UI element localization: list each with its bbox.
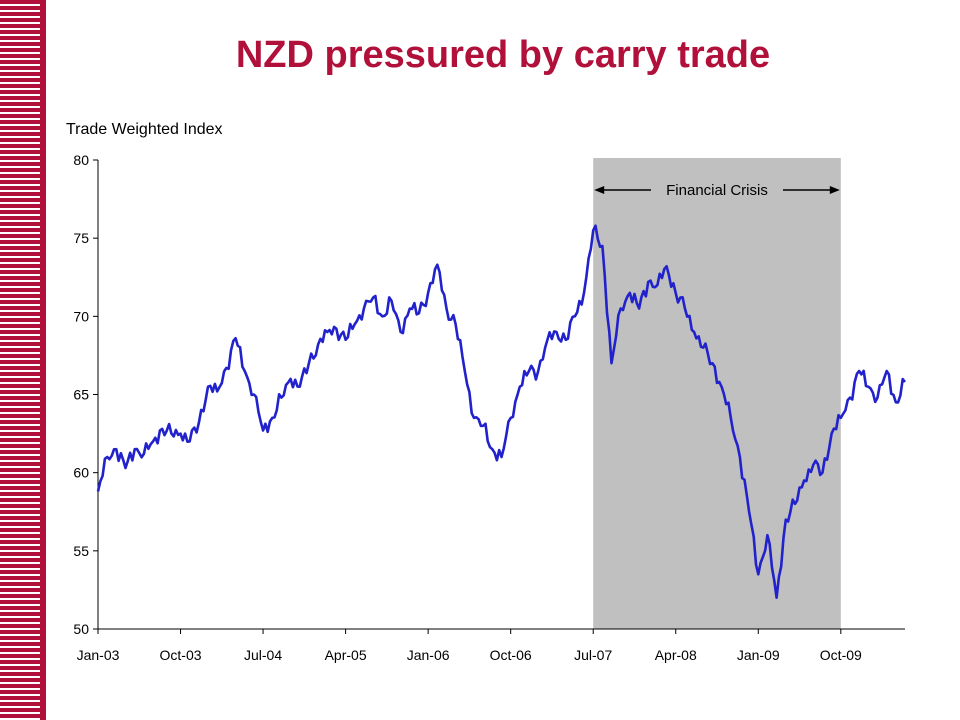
y-tick-label: 80 bbox=[73, 152, 89, 168]
y-tick-label: 55 bbox=[73, 543, 89, 559]
annotation-arrowhead-left bbox=[594, 186, 605, 194]
x-tick-label: Oct-03 bbox=[160, 647, 202, 663]
x-tick-label: Jan-09 bbox=[737, 647, 780, 663]
y-ticks: 50 55 60 65 70 75 80 bbox=[73, 152, 98, 637]
x-tick-label: Jul-04 bbox=[244, 647, 282, 663]
x-tick-label: Apr-05 bbox=[325, 647, 367, 663]
slide-title: NZD pressured by carry trade bbox=[235, 34, 771, 76]
y-tick-label: 50 bbox=[73, 621, 89, 637]
y-axis-title: Trade Weighted Index bbox=[66, 121, 223, 138]
x-ticks: Jan-03 Oct-03 Jul-04 Apr-05 Jan-06 Oct-06 Jul-… bbox=[77, 629, 862, 663]
x-tick-label: Jan-03 bbox=[77, 647, 120, 663]
financial-crisis-annotation: Financial Crisis bbox=[594, 182, 840, 199]
annotation-label: Financial Crisis bbox=[666, 182, 768, 199]
x-tick-label: Apr-08 bbox=[655, 647, 697, 663]
y-tick-label: 65 bbox=[73, 387, 89, 403]
annotation-arrowhead-right bbox=[829, 186, 840, 194]
y-tick-label: 60 bbox=[73, 465, 89, 481]
y-tick-label: 75 bbox=[73, 230, 89, 246]
financial-crisis-shading bbox=[593, 158, 841, 629]
x-tick-label: Jul-07 bbox=[574, 647, 612, 663]
x-tick-label: Oct-09 bbox=[820, 647, 862, 663]
x-tick-label: Oct-06 bbox=[490, 647, 532, 663]
series-line-trade-weighted-index bbox=[96, 224, 907, 599]
x-tick-label: Jan-06 bbox=[407, 647, 450, 663]
decorative-stripe-bar bbox=[0, 0, 46, 720]
y-tick-label: 70 bbox=[73, 308, 89, 324]
stripe-edge bbox=[40, 0, 46, 720]
